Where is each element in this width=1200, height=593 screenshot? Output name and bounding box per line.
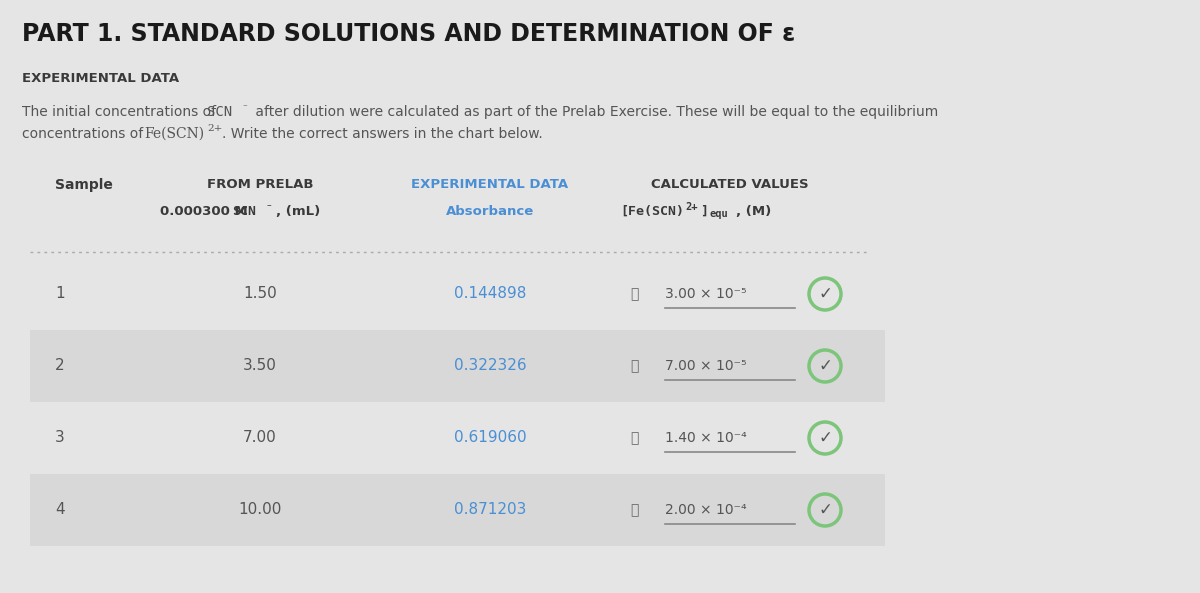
Text: , (mL): , (mL) <box>276 205 320 218</box>
Text: 7.00: 7.00 <box>244 431 277 445</box>
Text: equ: equ <box>710 209 728 219</box>
Text: . Write the correct answers in the chart below.: . Write the correct answers in the chart… <box>222 127 542 141</box>
Text: EXPERIMENTAL DATA: EXPERIMENTAL DATA <box>22 72 179 85</box>
Text: 0.000300 M: 0.000300 M <box>160 205 252 218</box>
Text: Sample: Sample <box>55 178 113 192</box>
Text: PART 1. STANDARD SOLUTIONS AND DETERMINATION OF ε: PART 1. STANDARD SOLUTIONS AND DETERMINA… <box>22 22 796 46</box>
Text: 7.00 × 10⁻⁵: 7.00 × 10⁻⁵ <box>665 359 746 373</box>
Text: The initial concentrations of: The initial concentrations of <box>22 105 221 119</box>
FancyBboxPatch shape <box>616 474 886 546</box>
Text: [Fe(SCN): [Fe(SCN) <box>620 205 684 218</box>
FancyBboxPatch shape <box>30 474 616 546</box>
Text: 1: 1 <box>55 286 65 301</box>
Text: 3: 3 <box>55 431 65 445</box>
Text: concentrations of: concentrations of <box>22 127 148 141</box>
Text: 3.50: 3.50 <box>244 359 277 374</box>
Text: 2+: 2+ <box>208 124 222 133</box>
Text: ✓: ✓ <box>818 501 832 519</box>
Text: 4: 4 <box>55 502 65 518</box>
FancyBboxPatch shape <box>616 330 886 402</box>
Text: 🔒: 🔒 <box>630 359 638 373</box>
Text: 0.322326: 0.322326 <box>454 359 527 374</box>
Text: SCN: SCN <box>208 105 232 119</box>
Text: CALCULATED VALUES: CALCULATED VALUES <box>652 178 809 191</box>
Text: 0.144898: 0.144898 <box>454 286 526 301</box>
Text: after dilution were calculated as part of the Prelab Exercise. These will be equ: after dilution were calculated as part o… <box>251 105 938 119</box>
Text: ]: ] <box>700 205 708 218</box>
Text: 🔒: 🔒 <box>630 431 638 445</box>
Text: 2+: 2+ <box>685 202 697 212</box>
Text: SCN: SCN <box>232 205 256 218</box>
Text: 10.00: 10.00 <box>239 502 282 518</box>
Text: ✓: ✓ <box>818 357 832 375</box>
Text: 2.00 × 10⁻⁴: 2.00 × 10⁻⁴ <box>665 503 746 517</box>
Text: 1.50: 1.50 <box>244 286 277 301</box>
Text: ✓: ✓ <box>818 429 832 447</box>
Text: 3.00 × 10⁻⁵: 3.00 × 10⁻⁵ <box>665 287 746 301</box>
Text: 1.40 × 10⁻⁴: 1.40 × 10⁻⁴ <box>665 431 746 445</box>
Text: ⁻: ⁻ <box>241 103 247 113</box>
Text: 🔒: 🔒 <box>630 503 638 517</box>
Text: ✓: ✓ <box>818 285 832 303</box>
Text: EXPERIMENTAL DATA: EXPERIMENTAL DATA <box>412 178 569 191</box>
Text: 🔒: 🔒 <box>630 287 638 301</box>
Text: FROM PRELAB: FROM PRELAB <box>206 178 313 191</box>
FancyBboxPatch shape <box>30 330 616 402</box>
Text: Absorbance: Absorbance <box>446 205 534 218</box>
Text: , (M): , (M) <box>736 205 772 218</box>
Text: 2: 2 <box>55 359 65 374</box>
Text: 0.619060: 0.619060 <box>454 431 527 445</box>
Text: 0.871203: 0.871203 <box>454 502 526 518</box>
Text: ⁻: ⁻ <box>266 203 272 213</box>
Text: Fe(SCN): Fe(SCN) <box>144 127 204 141</box>
